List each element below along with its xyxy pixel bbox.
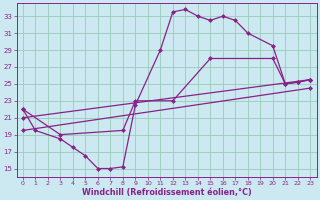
- X-axis label: Windchill (Refroidissement éolien,°C): Windchill (Refroidissement éolien,°C): [82, 188, 252, 197]
